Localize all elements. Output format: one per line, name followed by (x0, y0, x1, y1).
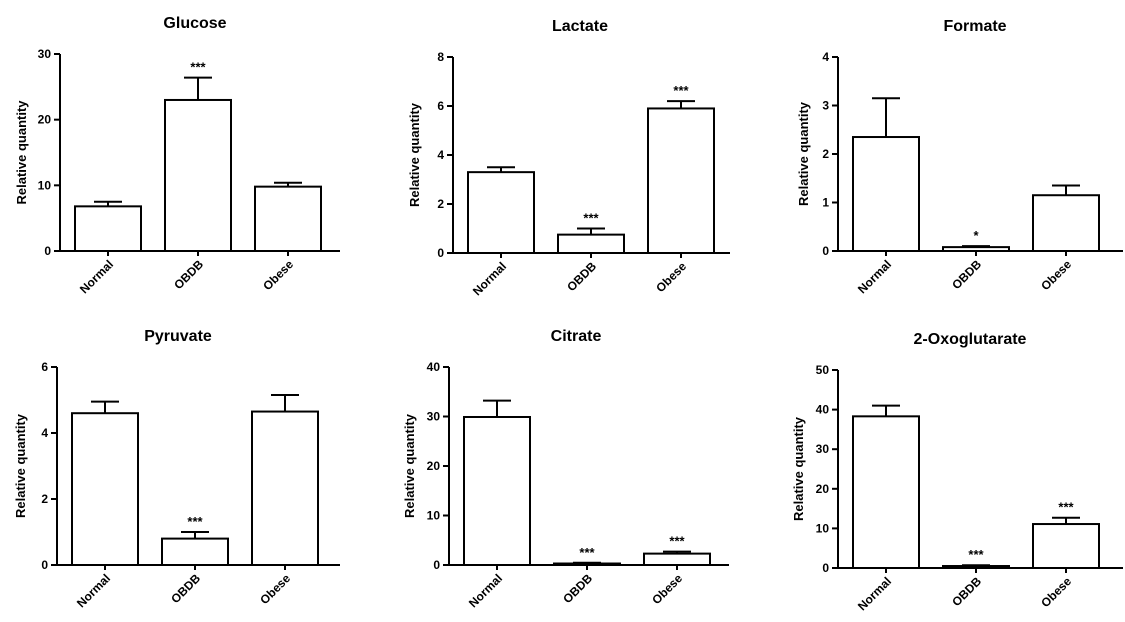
y-tick-label: 0 (437, 246, 444, 260)
category-label: Obese (1038, 574, 1074, 610)
significance-marker: * (973, 228, 979, 243)
y-axis-label: Relative quantity (796, 101, 811, 206)
panel-2: Formate Relative quantity 0 1 2 3 4 Normal * OBDB… (796, 18, 1123, 296)
category-label: OBDB (560, 571, 595, 606)
category-label: Normal (77, 257, 116, 296)
y-axis-label: Relative quantity (407, 102, 422, 207)
y-tick-label: 30 (38, 47, 52, 61)
category-label: Obese (257, 571, 293, 607)
category-label: Obese (1038, 257, 1074, 293)
y-tick-label: 20 (816, 482, 830, 496)
bar-normal (74, 205, 142, 252)
y-tick-label: 4 (437, 148, 444, 162)
y-tick-label: 2 (437, 197, 444, 211)
bar-obdb (161, 537, 229, 566)
y-tick-label: 4 (822, 50, 829, 64)
bar-obese (251, 410, 319, 566)
panel-3: Pyruvate Relative quantity 0 2 4 6 Normal *** OB… (13, 328, 340, 610)
y-tick-label: 0 (822, 561, 829, 575)
bar-normal (71, 412, 139, 567)
category-label: Obese (260, 257, 296, 293)
y-tick-label: 20 (427, 459, 441, 473)
chart-title: Formate (943, 18, 1006, 35)
chart-title: Lactate (552, 18, 608, 35)
significance-marker: *** (673, 83, 689, 98)
y-tick-label: 4 (41, 426, 48, 440)
category-label: Normal (855, 257, 894, 296)
panel-5: 2-Oxoglutarate Relative quantity 0 10 20 30 40… (791, 331, 1123, 613)
bar-obdb (942, 246, 1010, 252)
y-tick-label: 8 (437, 50, 444, 64)
panel-4: Citrate Relative quantity 0 10 20 30 40 Normal *… (402, 328, 729, 610)
category-label: OBDB (168, 571, 203, 606)
y-tick-label: 0 (41, 558, 48, 572)
category-label: OBDB (949, 257, 984, 292)
y-tick-label: 10 (816, 521, 830, 535)
chart-title: 2-Oxoglutarate (914, 331, 1027, 348)
y-tick-label: 30 (816, 442, 830, 456)
bar-obese (647, 107, 715, 254)
bar-normal (852, 136, 920, 252)
y-tick-label: 20 (38, 113, 52, 127)
y-tick-label: 40 (816, 403, 830, 417)
y-tick-label: 30 (427, 410, 441, 424)
bar-obese (1032, 523, 1100, 570)
y-tick-label: 0 (44, 244, 51, 258)
y-tick-label: 2 (822, 147, 829, 161)
category-label: Normal (74, 571, 113, 610)
significance-marker: *** (669, 534, 685, 549)
y-tick-label: 6 (437, 99, 444, 113)
y-axis-label: Relative quantity (402, 413, 417, 518)
y-tick-label: 2 (41, 492, 48, 506)
y-axis-label: Relative quantity (13, 413, 28, 518)
chart-title: Glucose (163, 15, 226, 32)
significance-marker: *** (579, 545, 595, 560)
category-label: Normal (470, 259, 509, 298)
significance-marker: *** (187, 514, 203, 529)
chart-title: Pyruvate (144, 328, 212, 345)
category-label: OBDB (171, 257, 206, 292)
y-tick-label: 0 (433, 558, 440, 572)
bar-obdb (164, 98, 232, 253)
bar-normal (463, 415, 531, 566)
category-label: Normal (855, 574, 894, 613)
category-label: Obese (653, 259, 689, 295)
significance-marker: *** (1058, 500, 1074, 515)
significance-marker: *** (583, 211, 599, 226)
y-tick-label: 6 (41, 360, 48, 374)
bar-obdb (557, 233, 625, 254)
category-label: OBDB (564, 259, 599, 294)
category-label: Obese (649, 571, 685, 607)
bar-obese (254, 185, 322, 252)
y-tick-label: 0 (822, 244, 829, 258)
category-label: Normal (466, 571, 505, 610)
bar-normal (852, 415, 920, 569)
panel-1: Lactate Relative quantity 0 2 4 6 8 Normal *** OB… (407, 18, 730, 298)
significance-marker: *** (968, 547, 984, 562)
y-tick-label: 1 (822, 196, 829, 210)
y-tick-label: 10 (427, 509, 441, 523)
bar-obese (1032, 194, 1100, 253)
y-tick-label: 3 (822, 99, 829, 113)
category-label: OBDB (949, 574, 984, 609)
significance-marker: *** (190, 60, 206, 75)
y-tick-label: 10 (38, 178, 52, 192)
y-axis-label: Relative quantity (14, 100, 29, 205)
bar-obese (643, 552, 711, 566)
y-tick-label: 40 (427, 360, 441, 374)
y-axis-label: Relative quantity (791, 416, 806, 521)
bar-normal (467, 171, 535, 254)
bar-obdb (942, 565, 1010, 570)
y-tick-label: 50 (816, 363, 830, 377)
panel-0: Glucose Relative quantity 0 10 20 30 Normal ***… (14, 15, 340, 296)
chart-title: Citrate (551, 328, 602, 345)
